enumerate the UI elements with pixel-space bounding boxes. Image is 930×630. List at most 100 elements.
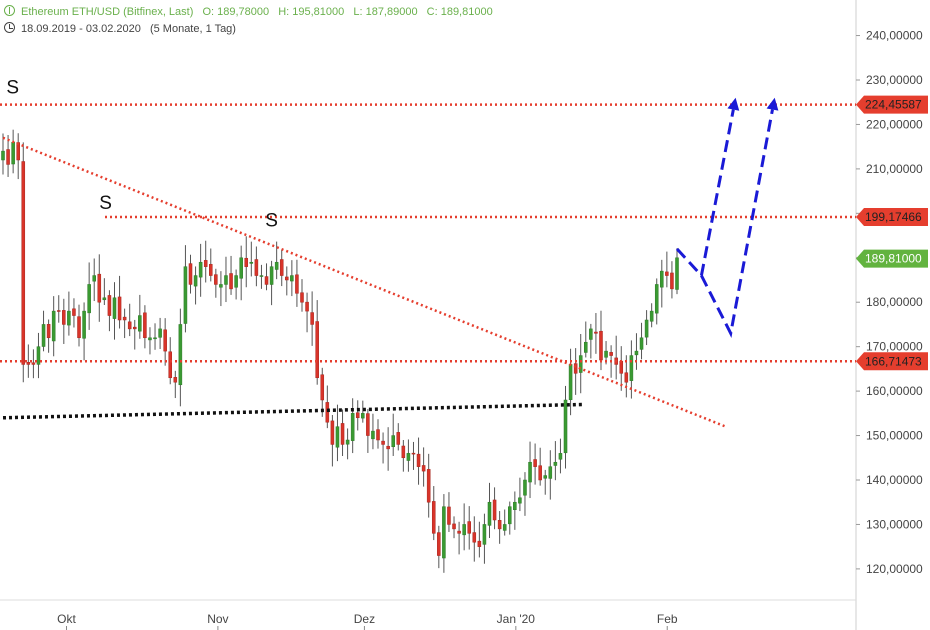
y-tick-label: 120,00000 bbox=[866, 562, 923, 576]
candle-body bbox=[462, 524, 466, 536]
candle-body bbox=[6, 149, 10, 165]
candle-body bbox=[21, 161, 26, 365]
candle-body bbox=[87, 284, 91, 314]
candle-body bbox=[457, 530, 461, 534]
swing-annotation: S bbox=[6, 77, 19, 98]
low-label: L: bbox=[353, 6, 363, 18]
candle-body bbox=[56, 310, 61, 312]
candle-body bbox=[117, 296, 122, 321]
candle-body bbox=[107, 295, 112, 316]
candle-body bbox=[447, 506, 451, 525]
candle-body bbox=[229, 273, 233, 290]
indicator-icon[interactable] bbox=[4, 5, 15, 16]
candle-body bbox=[178, 324, 183, 386]
candle-body bbox=[573, 363, 578, 374]
candle-body bbox=[67, 310, 71, 326]
candle-body bbox=[153, 337, 157, 340]
candle-body bbox=[584, 341, 588, 353]
candle-body bbox=[654, 284, 659, 314]
candle-body bbox=[62, 310, 66, 325]
candle-body bbox=[437, 532, 441, 556]
candle-body bbox=[396, 432, 401, 445]
candle-body bbox=[578, 355, 583, 373]
support-line bbox=[2, 402, 585, 420]
candle-body bbox=[381, 440, 385, 445]
candle-body bbox=[168, 351, 173, 379]
candle-body bbox=[300, 292, 304, 303]
candle-body bbox=[518, 497, 522, 504]
candle-body bbox=[148, 337, 152, 341]
candle-body bbox=[477, 540, 482, 547]
candle-body bbox=[553, 461, 558, 466]
y-tick-label: 150,00000 bbox=[866, 429, 923, 443]
candle-body bbox=[209, 264, 213, 276]
candle-body bbox=[239, 257, 243, 279]
candle-body bbox=[528, 461, 532, 483]
y-tick-label: 160,00000 bbox=[866, 384, 923, 398]
candle-body bbox=[173, 377, 178, 383]
candle-body bbox=[442, 506, 446, 559]
candle-body bbox=[523, 479, 527, 496]
candle-body bbox=[122, 316, 127, 321]
candle-body bbox=[619, 360, 624, 374]
candle-body bbox=[421, 465, 426, 472]
y-tick-label: 130,00000 bbox=[866, 517, 923, 531]
y-tick-label: 230,00000 bbox=[866, 73, 923, 87]
candle-body bbox=[219, 284, 223, 288]
projection-path bbox=[700, 109, 774, 338]
candle-body bbox=[31, 362, 36, 365]
candle-body bbox=[11, 141, 15, 165]
candle-body bbox=[26, 362, 31, 365]
candle-body bbox=[502, 524, 507, 531]
candle-body bbox=[330, 420, 335, 445]
candle-body bbox=[305, 301, 309, 312]
candle-body bbox=[36, 346, 41, 365]
open-value: 189,78000 bbox=[217, 6, 270, 18]
candle-body bbox=[92, 275, 96, 282]
candle-body bbox=[376, 429, 380, 441]
candle-body bbox=[589, 328, 593, 340]
candle-body bbox=[366, 413, 370, 436]
candle-body bbox=[193, 275, 198, 287]
y-tick-label: 140,00000 bbox=[866, 473, 923, 487]
projection-arrowhead bbox=[766, 97, 779, 111]
candle-body bbox=[132, 326, 137, 330]
candle-body bbox=[604, 350, 608, 358]
candle-body bbox=[406, 453, 411, 461]
last-price-tag bbox=[856, 249, 928, 268]
candle-body bbox=[198, 261, 203, 278]
y-tick-label: 170,00000 bbox=[866, 340, 923, 354]
candle-body bbox=[244, 257, 249, 267]
candle-body bbox=[431, 501, 436, 534]
y-tick-label: 220,00000 bbox=[866, 117, 923, 131]
candle-body bbox=[594, 331, 598, 334]
candle-body bbox=[320, 374, 325, 401]
candle-body bbox=[163, 329, 167, 352]
candle-body bbox=[234, 275, 238, 288]
clock-icon[interactable] bbox=[4, 22, 15, 33]
x-tick-label: Feb bbox=[657, 612, 678, 626]
candle-body bbox=[310, 312, 314, 325]
candle-body bbox=[345, 439, 350, 445]
candle-body bbox=[127, 321, 132, 330]
close-value: 189,81000 bbox=[440, 6, 493, 18]
x-tick-label: Dez bbox=[354, 612, 375, 626]
candle-body bbox=[609, 352, 613, 356]
x-tick-label: Jan '20 bbox=[497, 612, 536, 626]
close-label: C: bbox=[426, 6, 438, 18]
candle-body bbox=[543, 475, 548, 479]
instrument-title: Ethereum ETH/USD (Bitfinex, Last) bbox=[21, 6, 194, 18]
candle-body bbox=[264, 276, 269, 285]
candle-body bbox=[386, 445, 390, 450]
y-tick-label: 210,00000 bbox=[866, 162, 923, 176]
candle-body bbox=[188, 263, 193, 285]
period: (5 Monate, 1 Tag) bbox=[149, 23, 236, 35]
candle-body bbox=[224, 275, 228, 285]
candle-body bbox=[285, 276, 289, 281]
chart-header-line2: 18.09.2019 - 03.02.2020 (5 Monate, 1 Tag… bbox=[4, 22, 236, 35]
candle-body bbox=[497, 520, 502, 530]
candle-body bbox=[563, 399, 568, 454]
candle-body bbox=[670, 272, 674, 290]
candle-body bbox=[538, 465, 542, 481]
